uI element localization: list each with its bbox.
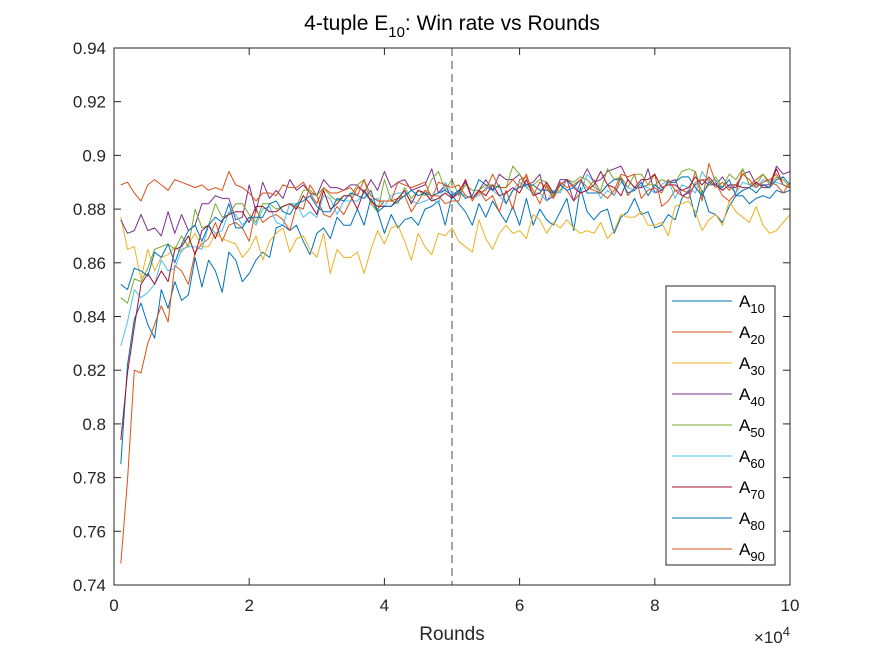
chart-title-prefix: 4-tuple E [304, 12, 388, 35]
y-tick-label: 0.88 [73, 200, 106, 219]
x-axis-label: Rounds [419, 624, 485, 645]
x-tick-label: 4 [380, 596, 389, 615]
series-line-1 [120, 187, 791, 465]
legend-label-4: A40 [739, 385, 765, 409]
series-line-2 [120, 163, 791, 564]
x-exponent-label: ×104 [754, 624, 790, 647]
series-line-9 [120, 171, 791, 205]
series-line-5 [120, 165, 791, 304]
series-line-7 [120, 168, 791, 441]
series-line-8 [120, 176, 791, 291]
y-tick-label: 0.9 [82, 146, 106, 165]
x-tick-label: 2 [244, 596, 253, 615]
legend-label-8: A80 [739, 509, 765, 533]
y-tick-label: 0.84 [73, 308, 106, 327]
x-exponent-base: ×10 [754, 628, 783, 647]
legend-label-9: A90 [739, 540, 765, 564]
y-tick-label: 0.94 [73, 39, 106, 58]
axes-layer: 0 2 4 6 8 10 0.74 0.76 0.78 0.8 0.82 0.84 0.86 0.88 0.… [73, 39, 800, 615]
y-tick-label: 0.82 [73, 361, 106, 380]
y-tick-label: 0.86 [73, 254, 106, 273]
series-line-3 [120, 200, 791, 280]
series-layer [120, 163, 791, 564]
legend-label-6: A60 [739, 447, 765, 471]
y-tick-label: 0.76 [73, 522, 106, 541]
chart-title: 4-tuple E10: Win rate vs Rounds [304, 12, 600, 41]
y-tick-label: 0.78 [73, 469, 106, 488]
legend-label-2: A20 [739, 323, 765, 347]
x-tick-label: 6 [515, 596, 524, 615]
legend-label-1: A10 [739, 292, 765, 316]
legend-label-5: A50 [739, 416, 765, 440]
y-tick-label: 0.8 [82, 415, 106, 434]
legend-label-7: A70 [739, 478, 765, 502]
x-exponent-power: 4 [783, 624, 790, 639]
legend: A10 A20 A30 A40 A50 A60 A70 A80 A90 [665, 285, 776, 566]
y-tick-label: 0.74 [73, 576, 106, 595]
x-tick-label: 0 [109, 596, 118, 615]
x-tick-label: 10 [781, 596, 800, 615]
chart-title-suffix: : Win rate vs Rounds [405, 12, 600, 35]
legend-label-3: A30 [739, 354, 765, 378]
chart-title-subscript: 10 [388, 24, 405, 41]
y-tick-label: 0.92 [73, 93, 106, 112]
x-tick-label: 8 [650, 596, 659, 615]
